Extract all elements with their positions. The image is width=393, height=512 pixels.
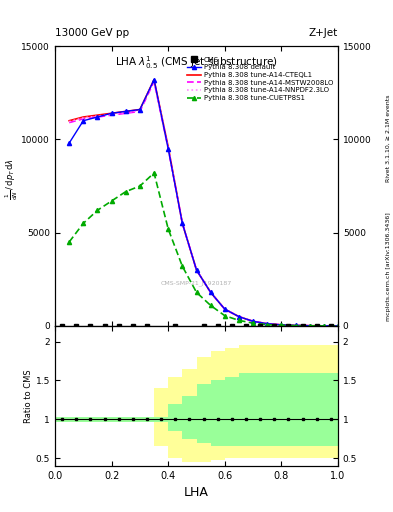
- Legend: CMS, Pythia 8.308 default, Pythia 8.308 tune-A14-CTEQL1, Pythia 8.308 tune-A14-M: CMS, Pythia 8.308 default, Pythia 8.308 …: [185, 55, 334, 102]
- Text: Z+Jet: Z+Jet: [309, 28, 338, 38]
- Y-axis label: Ratio to CMS: Ratio to CMS: [24, 369, 33, 423]
- X-axis label: LHA: LHA: [184, 486, 209, 499]
- Text: LHA $\lambda^{1}_{0.5}$ (CMS jet substructure): LHA $\lambda^{1}_{0.5}$ (CMS jet substru…: [115, 54, 278, 71]
- Text: $\frac{1}{\mathrm{d}N}\,/\,\mathrm{d}p_T\,\mathrm{d}\lambda$: $\frac{1}{\mathrm{d}N}\,/\,\mathrm{d}p_T…: [4, 158, 20, 200]
- Text: CMS-SMP-21_J1920187: CMS-SMP-21_J1920187: [161, 280, 232, 286]
- Text: Rivet 3.1.10, ≥ 2.1M events: Rivet 3.1.10, ≥ 2.1M events: [386, 95, 391, 182]
- Text: 13000 GeV pp: 13000 GeV pp: [55, 28, 129, 38]
- Text: mcplots.cern.ch [arXiv:1306.3436]: mcplots.cern.ch [arXiv:1306.3436]: [386, 212, 391, 321]
